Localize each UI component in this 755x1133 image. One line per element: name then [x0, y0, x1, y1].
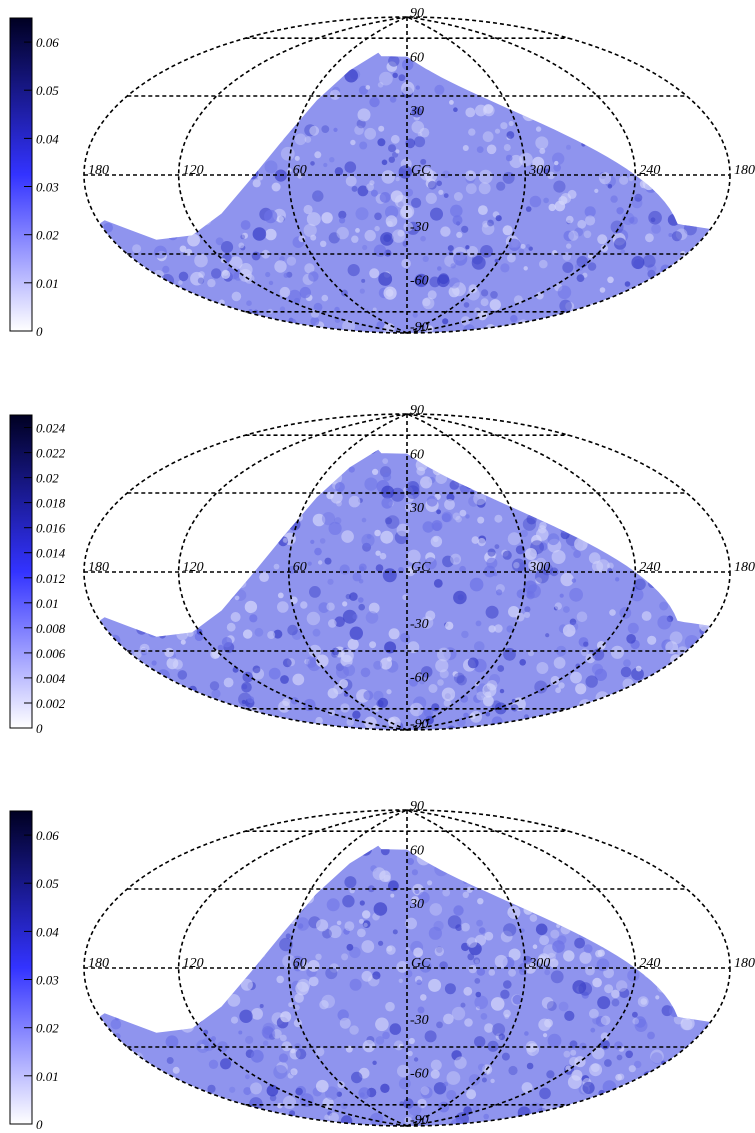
latitude-label: -90 — [410, 717, 429, 732]
longitude-label: GC — [411, 956, 431, 971]
colorbar-tick-label: 0.004 — [36, 671, 66, 686]
colorbar-tick-label: 0.01 — [36, 276, 59, 291]
longitude-label: 180 — [88, 560, 109, 575]
latitude-label: -60 — [410, 1067, 429, 1082]
latitude-label: -30 — [410, 220, 429, 235]
colorbar-tick-label: 0.01 — [36, 596, 59, 611]
colorbar-tick-label: 0.06 — [36, 35, 59, 50]
sky-map-panel-2: 180 120 60 GC 300 240 180 90 60 30 -30 -60 -90 0 0.002… — [0, 397, 755, 737]
colorbar-tick-label: 0.02 — [36, 228, 59, 243]
colorbar — [9, 414, 33, 729]
longitude-label: 240 — [639, 956, 660, 971]
meridian-line — [287, 16, 408, 334]
colorbar-tick-label: 0.04 — [36, 131, 59, 146]
longitude-label: 300 — [528, 956, 550, 971]
longitude-label: 60 — [293, 956, 307, 971]
latitude-label: 90 — [410, 6, 424, 21]
longitude-label: 60 — [293, 560, 307, 575]
sky-map-chart-2: 180 120 60 GC 300 240 180 90 60 30 -30 -60 -90 0 0.002… — [9, 403, 755, 736]
longitude-label: 180 — [734, 163, 755, 178]
colorbar — [9, 810, 33, 1125]
longitude-label: 240 — [639, 560, 660, 575]
colorbar-tick-label: 0.04 — [36, 924, 59, 939]
longitude-label: 240 — [639, 163, 660, 178]
colorbar-tick-label: 0.02 — [36, 471, 59, 486]
colorbar-tick-label: 0.006 — [36, 646, 66, 661]
longitude-label: 180 — [734, 560, 755, 575]
sky-map-chart-1: 180 120 60 GC 300 240 180 90 60 30 -30 -60 -90 0 0.01 0… — [9, 6, 755, 339]
latitude-label: -30 — [410, 617, 429, 632]
colorbar-tick-label: 0.018 — [36, 496, 66, 511]
meridian-line — [287, 413, 408, 731]
longitude-label: GC — [411, 560, 431, 575]
latitude-label: -90 — [410, 1113, 429, 1128]
colorbar-tick-label: 0.016 — [36, 521, 66, 536]
latitude-label: -60 — [410, 671, 429, 686]
longitude-label: 120 — [183, 163, 204, 178]
latitude-label: -90 — [410, 320, 429, 335]
sky-map-panel-3: 180 120 60 GC 300 240 180 90 60 30 -30 -60 -90 0 0.01 0… — [0, 793, 755, 1133]
longitude-label: 180 — [88, 163, 109, 178]
longitude-label: 120 — [183, 956, 204, 971]
latitude-label: 90 — [410, 799, 424, 814]
latitude-label: 60 — [410, 447, 424, 462]
colorbar-tick-label: 0.012 — [36, 571, 66, 586]
sky-grid — [83, 809, 731, 1127]
sky-grid — [83, 16, 731, 334]
colorbar-tick-label: 0.022 — [36, 446, 66, 461]
meridian-line — [406, 413, 527, 731]
colorbar-tick-label: 0.02 — [36, 1021, 59, 1036]
colorbar-tick-label: 0.03 — [36, 180, 59, 195]
latitude-label: 60 — [410, 843, 424, 858]
meridian-line — [287, 809, 408, 1127]
colorbar-tick-label: 0.05 — [36, 876, 59, 891]
colorbar-tick-label: 0.01 — [36, 1069, 59, 1084]
colorbar-tick-label: 0.06 — [36, 828, 59, 843]
latitude-label: 90 — [410, 403, 424, 418]
meridian-line — [406, 16, 527, 334]
longitude-label: 120 — [183, 560, 204, 575]
colorbar-tick-label: 0.024 — [36, 421, 66, 436]
colorbar-tick-label: 0 — [36, 1117, 43, 1132]
meridian-line — [406, 809, 527, 1127]
sky-map-panel-1: 180 120 60 GC 300 240 180 90 60 30 -30 -60 -90 0 0.01 0… — [0, 0, 755, 340]
longitude-label: 180 — [88, 956, 109, 971]
latitude-label: 30 — [409, 104, 424, 119]
longitude-label: 60 — [293, 163, 307, 178]
colorbar-tick-label: 0.014 — [36, 546, 66, 561]
latitude-label: -30 — [410, 1013, 429, 1028]
colorbar-tick-label: 0 — [36, 324, 43, 339]
latitude-label: 30 — [409, 897, 424, 912]
colorbar-tick-label: 0.03 — [36, 973, 59, 988]
colorbar — [9, 17, 33, 332]
longitude-label: GC — [411, 163, 431, 178]
longitude-label: 180 — [734, 956, 755, 971]
colorbar-tick-label: 0.05 — [36, 83, 59, 98]
sky-grid — [83, 413, 731, 731]
colorbar-tick-label: 0 — [36, 721, 43, 736]
latitude-label: 30 — [409, 501, 424, 516]
longitude-label: 300 — [528, 163, 550, 178]
sky-map-chart-3: 180 120 60 GC 300 240 180 90 60 30 -30 -60 -90 0 0.01 0… — [9, 799, 755, 1132]
longitude-label: 300 — [528, 560, 550, 575]
latitude-label: -60 — [410, 274, 429, 289]
colorbar-tick-label: 0.002 — [36, 696, 66, 711]
colorbar-tick-label: 0.008 — [36, 621, 66, 636]
latitude-label: 60 — [410, 50, 424, 65]
